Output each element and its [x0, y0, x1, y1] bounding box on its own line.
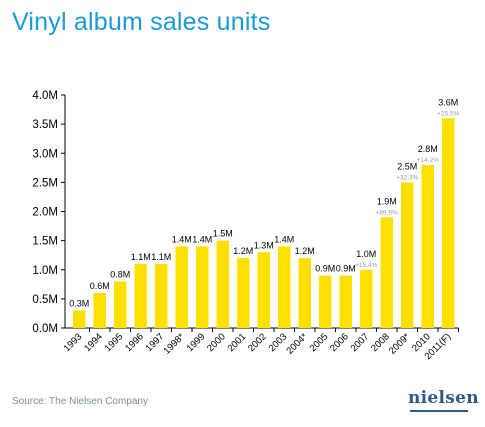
bar: [196, 246, 209, 328]
logo-text: nielsen: [408, 388, 479, 408]
y-tick-label: 0.0M: [32, 323, 58, 335]
y-tick-label: 3.5M: [32, 119, 58, 131]
bar: [421, 164, 434, 328]
data-label: 0.6M: [90, 281, 110, 291]
growth-label: +89.6%: [376, 209, 398, 216]
category-label: 2009*: [387, 331, 413, 357]
data-label: 1.4M: [172, 234, 192, 244]
data-label: 1.2M: [233, 246, 253, 256]
category-label: 2007: [349, 331, 372, 354]
category-label: 2004*: [285, 331, 311, 357]
y-tick-label: 1.0M: [32, 265, 58, 277]
category-label: 2005: [308, 331, 331, 354]
bar: [257, 252, 270, 328]
growth-label: +25.5%: [437, 110, 459, 117]
category-label: 2002: [246, 331, 269, 354]
bar: [360, 269, 373, 328]
bar: [319, 275, 332, 328]
data-label: 0.9M: [336, 264, 356, 274]
data-label: 1.3M: [254, 240, 274, 250]
bar: [401, 182, 414, 328]
category-label: 1995: [103, 331, 126, 354]
bar: [175, 246, 188, 328]
bar-chart: 0.0M 0.5M 1.0M 1.5M 2.0M 2.5M 3.0M 3.5M 4.0M 0.3M…: [32, 90, 459, 362]
nielsen-logo: nielsen: [408, 388, 479, 414]
data-label: 2.5M: [397, 161, 417, 171]
y-tick-label: 3.0M: [32, 148, 58, 160]
data-label: 2.8M: [418, 144, 438, 154]
growth-label: +32.3%: [396, 174, 418, 181]
y-tick-label: 2.0M: [32, 207, 58, 219]
y-tick-label: 1.5M: [32, 236, 58, 248]
bar: [134, 263, 147, 328]
bar: [339, 275, 352, 328]
y-tick-label: 0.5M: [32, 294, 58, 306]
data-label: 1.1M: [131, 252, 151, 262]
bar: [298, 258, 311, 328]
data-label: 1.4M: [192, 234, 212, 244]
growth-label: +14.2%: [417, 157, 439, 164]
category-label: 1994: [82, 331, 105, 354]
bar: [237, 258, 250, 328]
category-label: 2000: [205, 331, 228, 354]
bar: [93, 293, 106, 328]
source-note: Source: The Nielsen Company: [12, 396, 148, 407]
data-label: 1.9M: [377, 196, 397, 206]
category-label: 2006: [328, 331, 351, 354]
data-label: 0.8M: [110, 269, 130, 279]
y-tick-label: 2.5M: [32, 177, 58, 189]
bar: [114, 281, 127, 328]
data-label: 0.9M: [315, 264, 335, 274]
bar: [442, 118, 455, 328]
bar: [278, 246, 291, 328]
category-label: 1993: [62, 331, 85, 354]
data-label: 1.4M: [274, 234, 294, 244]
data-label: 1.0M: [356, 249, 376, 259]
data-label: 3.6M: [438, 97, 458, 107]
category-label: 1999: [185, 331, 208, 354]
category-label: 1998*: [162, 331, 188, 357]
bar: [73, 310, 86, 328]
logo-underline: [410, 410, 468, 412]
bar: [155, 263, 168, 328]
data-label: 1.5M: [213, 229, 233, 239]
chart-title: Vinyl album sales units: [12, 8, 271, 36]
category-label: 1996: [123, 331, 146, 354]
data-label: 0.3M: [69, 299, 89, 309]
data-label: 1.2M: [295, 246, 315, 256]
bar: [380, 217, 393, 328]
data-label: 1.1M: [151, 252, 171, 262]
y-tick-label: 4.0M: [32, 90, 58, 102]
growth-label: +15.4%: [355, 262, 377, 269]
bar: [216, 240, 229, 328]
category-label: 2001: [226, 331, 249, 354]
